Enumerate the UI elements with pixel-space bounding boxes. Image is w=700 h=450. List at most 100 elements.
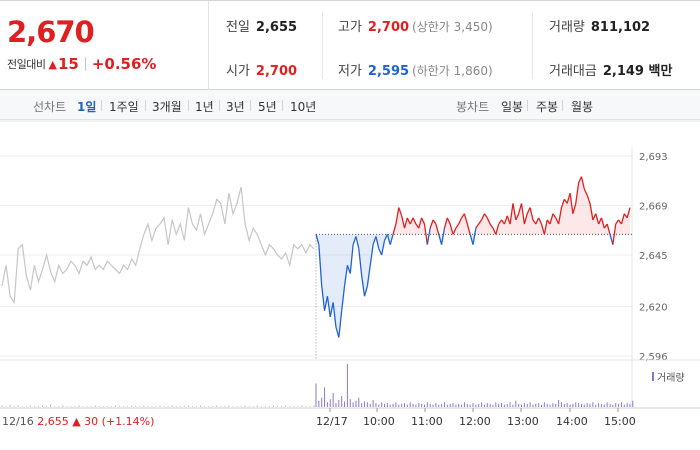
divider: [145, 100, 146, 111]
x-tick-label: 14:00: [556, 415, 588, 428]
divider: [562, 100, 563, 111]
tab-1week[interactable]: 1주일: [109, 100, 139, 114]
price-segment-up: [435, 223, 440, 235]
price-segment-down: [363, 285, 369, 297]
price-segment-up: [626, 207, 631, 219]
price-segment-down: [332, 302, 337, 328]
area-above-fill: [578, 176, 582, 235]
tab-1day[interactable]: 1일: [77, 100, 97, 114]
tab-monthly-candle[interactable]: 월봉: [571, 100, 594, 114]
area-below-fill: [361, 234, 365, 297]
line-chart-label: 선차트: [33, 100, 67, 114]
price-segment-up: [595, 213, 600, 225]
price-segment-down: [341, 285, 346, 311]
stat-value: 2,700: [367, 20, 410, 35]
price-segment-down: [358, 248, 363, 276]
y-tick-label: 2,669: [639, 201, 668, 212]
x-tick-label: 15:00: [604, 415, 636, 428]
area-above-fill: [490, 224, 493, 235]
price-segment-up: [423, 223, 428, 245]
price-segment-up: [446, 217, 451, 225]
area-above-fill: [421, 217, 425, 235]
prev-day-info-part: 12/16: [2, 415, 37, 428]
volume-legend-icon: [652, 372, 654, 381]
prev-day-price-line: [1, 186, 315, 305]
price-segment-up: [412, 217, 417, 225]
area-below-fill: [330, 234, 334, 317]
price-segment-down: [355, 236, 360, 249]
volume-legend-label: 거래량: [657, 372, 685, 384]
stat-low: 저가 2,595 (하한가 1,860): [338, 60, 493, 79]
tab-3year[interactable]: 3년: [226, 100, 245, 114]
divider: [532, 13, 533, 79]
divider: [219, 100, 220, 111]
tab-daily-candle[interactable]: 일봉: [501, 100, 524, 114]
price-segment-up: [586, 194, 591, 204]
change-percent: +0.56%: [91, 55, 157, 73]
tab-weekly-candle[interactable]: 주봉: [536, 100, 559, 114]
price-segment-down: [361, 275, 366, 297]
price-segment-up: [578, 176, 583, 184]
price-segment-down: [372, 236, 377, 245]
tab-5year[interactable]: 5년: [258, 100, 277, 114]
price-segment-down: [440, 228, 446, 245]
price-segment-down: [352, 236, 357, 245]
price-segment-down: [378, 248, 383, 256]
price-segment-down: [472, 228, 477, 245]
area-above-fill: [595, 213, 599, 235]
price-segment-up: [418, 217, 423, 229]
area-above-fill: [415, 224, 419, 235]
price-segment-down: [321, 285, 326, 311]
price-segment-up: [455, 223, 460, 229]
area-above-fill: [598, 217, 602, 235]
stat-open: 시가 2,700: [226, 60, 297, 79]
price-segment-down: [315, 234, 320, 245]
price-segment-up: [458, 217, 463, 225]
price-segment-down: [318, 244, 323, 286]
x-tick-label: 10:00: [363, 415, 395, 428]
stat-label: 저가: [338, 64, 362, 79]
price-segment-up: [575, 182, 580, 204]
divider: [527, 100, 528, 111]
price-segment-up: [526, 207, 531, 215]
tab-10year[interactable]: 10년: [290, 100, 317, 114]
price-segment-up: [466, 223, 471, 235]
price-segment-down: [426, 228, 431, 245]
divider: [282, 100, 283, 111]
stat-prev-close: 전일 2,655: [226, 16, 297, 35]
tab-1year[interactable]: 1년: [195, 100, 214, 114]
price-chart-svg: 2,693 2,669 2,645 2,620 2,596 거래량 12/16 2,655 …: [0, 120, 700, 428]
area-above-fill: [407, 217, 411, 235]
stat-label: 시가: [226, 64, 250, 79]
stat-value: 811,102: [590, 20, 651, 35]
price-segment-down: [389, 234, 394, 245]
price-segment-up: [489, 223, 494, 229]
stat-label: 거래량: [549, 20, 585, 35]
area-above-fill: [524, 213, 528, 235]
area-above-fill: [570, 193, 573, 235]
change-label: 전일대비: [7, 58, 46, 71]
intraday-chart[interactable]: 2,693 2,669 2,645 2,620 2,596 거래량 12/16 2,655 …: [0, 120, 700, 450]
price-segment-up: [589, 203, 594, 221]
price-segment-up: [486, 217, 491, 225]
tab-3month[interactable]: 3개월: [152, 100, 182, 114]
price-segment-up: [549, 213, 554, 225]
price-segment-up: [403, 217, 408, 229]
price-segment-down: [343, 265, 349, 286]
price-segment-up: [538, 217, 543, 225]
current-price-box: 2,670 전일대비 ▲ 15 +0.56%: [0, 1, 209, 90]
price-segment-up: [401, 215, 406, 229]
area-above-fill: [624, 213, 628, 235]
area-below-fill: [335, 234, 339, 338]
area-above-fill: [507, 215, 511, 235]
price-segment-down: [383, 234, 388, 241]
area-above-fill: [413, 217, 416, 235]
price-segment-up: [406, 217, 411, 225]
x-tick-label: 12/17: [316, 415, 348, 428]
chart-period-toolbar: 선차트 1일 1주일 3개월 1년 3년 5년 10년 봉차트 일봉 주봉 월봉: [0, 90, 700, 120]
price-segment-down: [366, 265, 371, 286]
stat-value: 2,149 백만: [602, 64, 673, 79]
stat-trade-amount: 거래대금 2,149 백만: [549, 60, 672, 79]
price-segment-up: [529, 207, 534, 221]
area-above-fill: [447, 217, 451, 235]
